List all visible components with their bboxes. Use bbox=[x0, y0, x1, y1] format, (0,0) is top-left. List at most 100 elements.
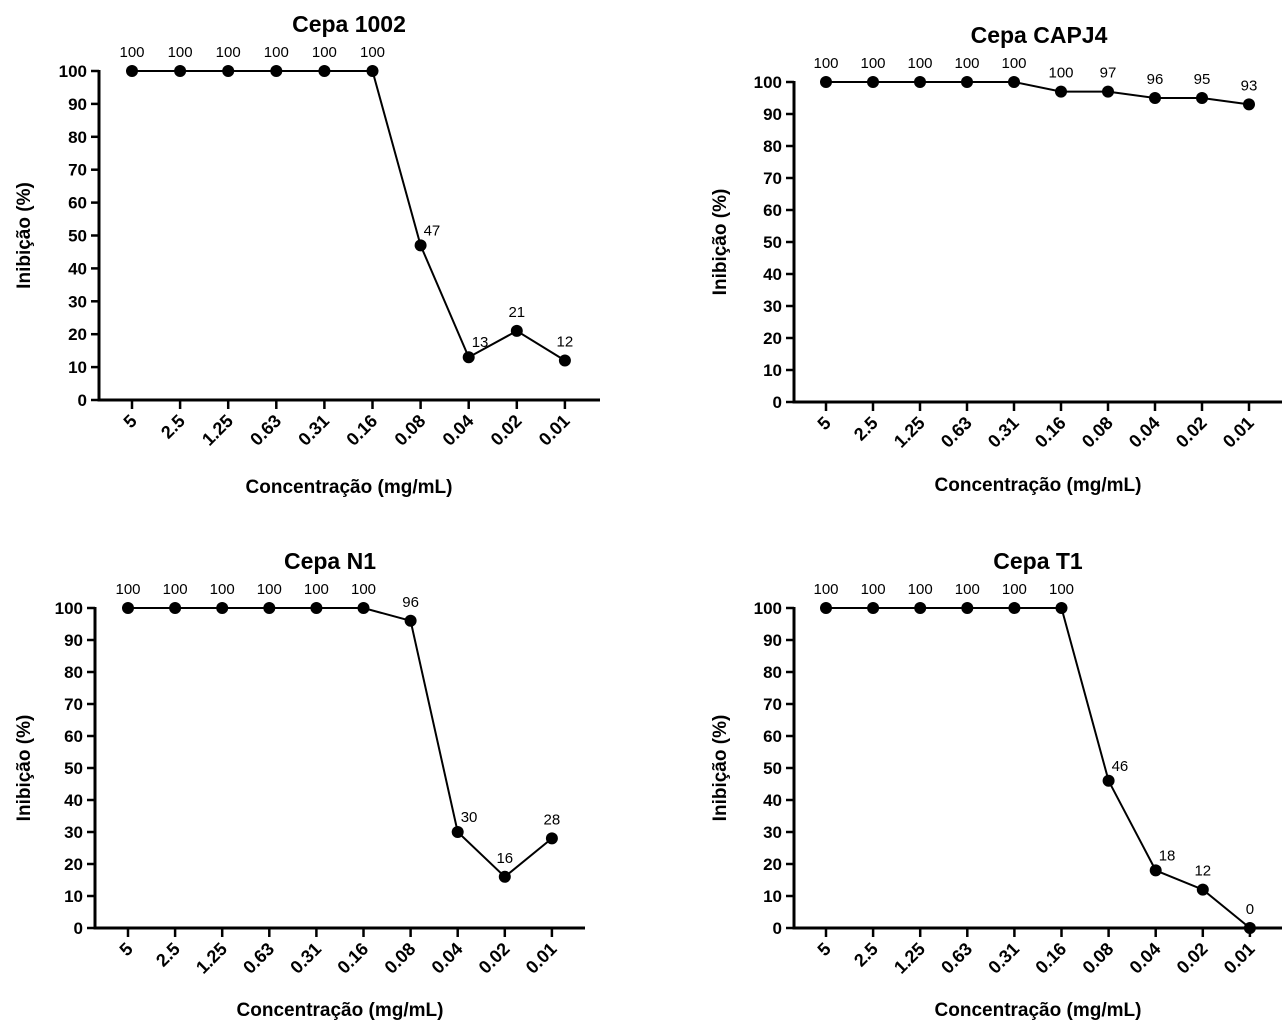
y-tick-label: 80 bbox=[68, 128, 87, 147]
x-tick-label: 0.01 bbox=[1219, 413, 1258, 452]
y-tick-label: 0 bbox=[773, 393, 782, 412]
data-label: 100 bbox=[360, 44, 385, 61]
data-point bbox=[451, 826, 464, 838]
data-label: 100 bbox=[168, 44, 193, 61]
data-label: 100 bbox=[119, 44, 144, 61]
x-tick-label: 0.16 bbox=[342, 411, 381, 450]
y-tick-label: 70 bbox=[763, 695, 782, 714]
chart-panel-cepa-n1: Cepa N1 Inibição (%) Concentração (mg/mL) 0… bbox=[14, 548, 585, 1021]
data-label: 100 bbox=[1048, 65, 1073, 82]
data-point bbox=[222, 65, 235, 77]
data-point bbox=[961, 602, 974, 614]
y-tick-label: 100 bbox=[754, 599, 782, 618]
data-point bbox=[1008, 602, 1021, 614]
data-point bbox=[1102, 85, 1114, 98]
x-axis-label: Concentração (mg/mL) bbox=[237, 1000, 444, 1021]
data-point bbox=[462, 351, 475, 364]
data-point bbox=[1149, 92, 1161, 104]
y-tick-label: 50 bbox=[64, 759, 83, 778]
data-label: 100 bbox=[115, 581, 140, 598]
x-tick-label: 1.25 bbox=[890, 939, 929, 978]
y-tick-label: 30 bbox=[68, 292, 87, 311]
data-point bbox=[961, 76, 973, 88]
data-label: 100 bbox=[304, 581, 329, 598]
y-tick-label: 90 bbox=[763, 631, 782, 650]
data-label: 28 bbox=[544, 811, 561, 828]
data-point bbox=[1196, 883, 1209, 896]
x-tick-label: 0.08 bbox=[1079, 939, 1118, 978]
chart-panel-cepa-1002: Cepa 1002 Inibição (%) Concentração (mg/mL… bbox=[14, 11, 600, 498]
x-tick-label: 0.01 bbox=[535, 411, 574, 450]
x-tick-label: 2.5 bbox=[850, 413, 882, 445]
data-label: 100 bbox=[955, 581, 980, 598]
data-point bbox=[558, 354, 571, 367]
y-tick-label: 60 bbox=[68, 194, 87, 213]
data-label: 96 bbox=[402, 594, 419, 611]
y-tick-label: 0 bbox=[78, 391, 87, 410]
y-tick-label: 40 bbox=[763, 265, 782, 284]
data-label: 18 bbox=[1159, 847, 1176, 864]
data-label: 100 bbox=[1049, 581, 1074, 598]
x-tick-label: 0.31 bbox=[984, 413, 1023, 452]
x-tick-label: 0.01 bbox=[1220, 939, 1259, 978]
x-tick-label: 0.16 bbox=[1031, 413, 1070, 452]
y-tick-label: 30 bbox=[763, 297, 782, 316]
y-tick-label: 20 bbox=[68, 325, 87, 344]
y-axis-label: Inibição (%) bbox=[710, 715, 731, 822]
data-label: 100 bbox=[312, 44, 337, 61]
data-label: 100 bbox=[860, 55, 885, 72]
data-point bbox=[820, 76, 832, 88]
data-label: 100 bbox=[954, 55, 979, 72]
x-tick-label: 0.02 bbox=[1172, 413, 1211, 452]
data-point bbox=[1196, 92, 1208, 104]
y-tick-label: 90 bbox=[763, 105, 782, 124]
x-tick-label: 0.04 bbox=[1125, 413, 1164, 452]
data-point bbox=[122, 602, 134, 614]
y-tick-label: 70 bbox=[68, 161, 87, 180]
y-axis-label: Inibição (%) bbox=[14, 715, 35, 822]
y-tick-label: 40 bbox=[68, 259, 87, 278]
x-tick-label: 2.5 bbox=[157, 411, 189, 443]
x-tick-label: 0.63 bbox=[937, 413, 976, 452]
series-line bbox=[132, 70, 566, 362]
y-tick-label: 60 bbox=[763, 201, 782, 220]
data-point bbox=[510, 324, 523, 337]
x-tick-label: 0.31 bbox=[286, 939, 325, 978]
data-point bbox=[820, 602, 832, 614]
y-tick-label: 80 bbox=[64, 663, 83, 682]
data-label: 100 bbox=[257, 581, 282, 598]
data-point bbox=[1055, 602, 1068, 614]
y-tick-label: 10 bbox=[68, 358, 87, 377]
data-label: 12 bbox=[557, 334, 574, 351]
data-point bbox=[1055, 85, 1067, 98]
data-label: 100 bbox=[1002, 581, 1027, 598]
x-tick-label: 0.31 bbox=[984, 939, 1023, 978]
series-line bbox=[128, 607, 553, 879]
y-tick-label: 40 bbox=[64, 791, 83, 810]
y-tick-label: 20 bbox=[763, 855, 782, 874]
data-label: 16 bbox=[496, 850, 513, 867]
data-point bbox=[366, 65, 379, 77]
data-point bbox=[914, 602, 927, 614]
x-tick-label: 2.5 bbox=[152, 939, 184, 971]
chart-panel-cepa-t1: Cepa T1 Inibição (%) Concentração (mg/mL) 0… bbox=[710, 548, 1282, 1021]
y-tick-label: 80 bbox=[763, 663, 782, 682]
x-tick-label: 0.08 bbox=[381, 939, 420, 978]
x-axis-label: Concentração (mg/mL) bbox=[246, 477, 453, 498]
data-label: 100 bbox=[813, 581, 838, 598]
data-label: 21 bbox=[508, 304, 525, 321]
y-tick-label: 100 bbox=[754, 73, 782, 92]
y-tick-label: 100 bbox=[55, 599, 83, 618]
data-label: 100 bbox=[907, 55, 932, 72]
x-tick-label: 0.04 bbox=[439, 411, 478, 450]
x-tick-label: 5 bbox=[120, 411, 141, 432]
chart-title: Cepa N1 bbox=[284, 548, 376, 574]
data-label: 0 bbox=[1246, 901, 1254, 918]
data-label: 30 bbox=[461, 809, 478, 826]
x-tick-label: 0.31 bbox=[294, 411, 333, 450]
data-label: 100 bbox=[813, 55, 838, 72]
data-label: 95 bbox=[1194, 71, 1211, 88]
y-tick-label: 0 bbox=[74, 919, 83, 938]
data-point bbox=[318, 65, 331, 77]
